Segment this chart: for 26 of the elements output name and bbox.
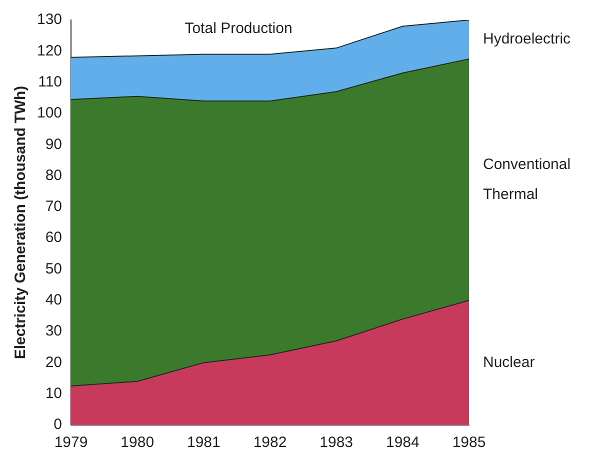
y-axis-title: Electricity Generation (thousand TWh) [12, 86, 30, 360]
x-tick-label: 1980 [120, 434, 154, 452]
y-tick-label: 0 [54, 416, 62, 434]
x-tick-label: 1983 [320, 434, 354, 452]
y-tick-label: 10 [45, 384, 62, 402]
y-tick-label: 110 [38, 73, 62, 90]
x-tick-label: 1985 [452, 434, 486, 452]
x-tick-label: 1982 [253, 434, 287, 452]
y-tick-label: 50 [45, 260, 62, 278]
y-tick-label: 30 [45, 322, 62, 340]
y-tick-label: 20 [45, 354, 62, 371]
x-tick-label: 1984 [386, 434, 420, 452]
series-label: Hydroelectric [483, 30, 572, 48]
series-label: Nuclear [483, 354, 535, 371]
y-tick-label: 70 [45, 198, 62, 216]
chart-title: Total Production [184, 20, 292, 38]
y-tick-label: 100 [36, 104, 62, 122]
x-tick-label: 1981 [186, 434, 220, 452]
x-tick-label: 1979 [54, 434, 88, 452]
y-tick-label: 60 [45, 229, 62, 246]
y-tick-label: 40 [45, 292, 62, 309]
y-tick-label: 90 [45, 136, 62, 153]
y-tick-label: 80 [45, 166, 62, 184]
y-tick-label: 120 [36, 42, 62, 60]
series-label: Conventional Thermal [483, 156, 571, 203]
y-tick-label: 130 [36, 11, 62, 28]
